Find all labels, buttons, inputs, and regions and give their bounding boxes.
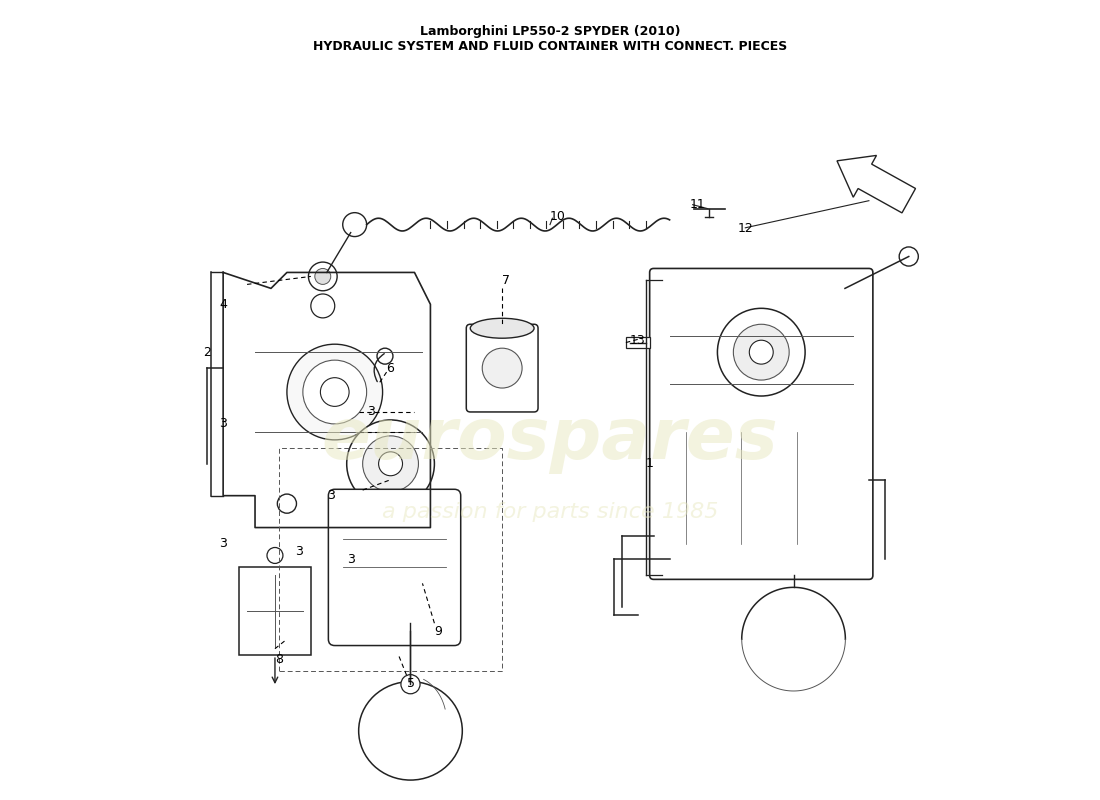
Circle shape bbox=[377, 348, 393, 364]
Text: 13: 13 bbox=[629, 334, 646, 346]
Text: 3: 3 bbox=[219, 418, 227, 430]
Text: 3: 3 bbox=[295, 545, 302, 558]
FancyBboxPatch shape bbox=[650, 269, 873, 579]
Text: 7: 7 bbox=[503, 274, 510, 287]
FancyBboxPatch shape bbox=[466, 324, 538, 412]
Circle shape bbox=[315, 269, 331, 285]
FancyArrow shape bbox=[837, 155, 915, 213]
Text: eurospares: eurospares bbox=[321, 406, 779, 474]
Circle shape bbox=[482, 348, 522, 388]
Text: 3: 3 bbox=[219, 537, 227, 550]
Circle shape bbox=[346, 420, 434, 508]
Circle shape bbox=[308, 262, 337, 290]
Text: 3: 3 bbox=[366, 406, 374, 418]
Circle shape bbox=[302, 360, 366, 424]
Text: 3: 3 bbox=[327, 489, 334, 502]
Circle shape bbox=[363, 436, 418, 492]
FancyBboxPatch shape bbox=[239, 567, 311, 655]
Circle shape bbox=[378, 452, 403, 476]
Text: 10: 10 bbox=[550, 210, 565, 223]
Circle shape bbox=[287, 344, 383, 440]
Text: 1: 1 bbox=[646, 458, 653, 470]
FancyBboxPatch shape bbox=[329, 490, 461, 646]
Ellipse shape bbox=[471, 318, 535, 338]
Text: a passion for parts since 1985: a passion for parts since 1985 bbox=[382, 502, 718, 522]
Text: 6: 6 bbox=[386, 362, 395, 374]
Circle shape bbox=[311, 294, 334, 318]
Circle shape bbox=[343, 213, 366, 237]
Circle shape bbox=[734, 324, 789, 380]
Text: 12: 12 bbox=[737, 222, 754, 235]
Ellipse shape bbox=[359, 682, 462, 780]
Text: 3: 3 bbox=[346, 553, 354, 566]
Text: 8: 8 bbox=[275, 653, 283, 666]
Text: 11: 11 bbox=[690, 198, 705, 211]
Text: 4: 4 bbox=[219, 298, 227, 311]
Circle shape bbox=[320, 378, 349, 406]
Circle shape bbox=[400, 674, 420, 694]
Circle shape bbox=[899, 247, 918, 266]
Circle shape bbox=[277, 494, 297, 514]
Circle shape bbox=[717, 308, 805, 396]
Text: 9: 9 bbox=[434, 625, 442, 638]
Text: 2: 2 bbox=[204, 346, 211, 358]
Bar bbox=[626, 337, 650, 348]
Circle shape bbox=[267, 547, 283, 563]
Text: Lamborghini LP550-2 SPYDER (2010)
HYDRAULIC SYSTEM AND FLUID CONTAINER WITH CONN: Lamborghini LP550-2 SPYDER (2010) HYDRAU… bbox=[312, 26, 788, 54]
Circle shape bbox=[749, 340, 773, 364]
Text: 5: 5 bbox=[407, 677, 415, 690]
